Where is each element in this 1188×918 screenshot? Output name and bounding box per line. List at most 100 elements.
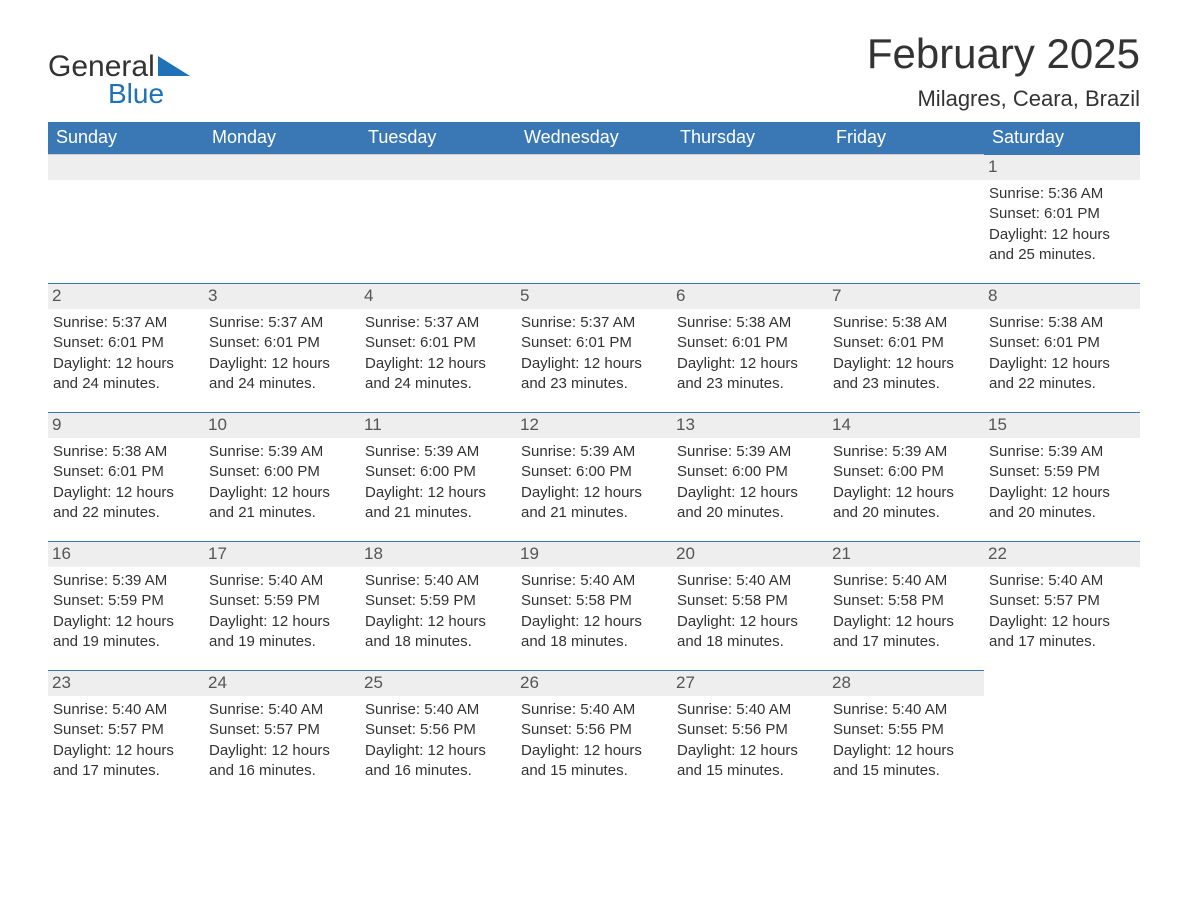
daylight-line: Daylight: 12 hours and 24 minutes. bbox=[365, 354, 510, 395]
sunset-line: Sunset: 5:56 PM bbox=[521, 720, 666, 740]
daylight-line: Daylight: 12 hours and 24 minutes. bbox=[209, 354, 354, 395]
sunset-line: Sunset: 5:57 PM bbox=[209, 720, 354, 740]
header: General Blue February 2025 Milagres, Cea… bbox=[48, 30, 1140, 112]
day-number: 23 bbox=[48, 670, 204, 696]
daylight-line: Daylight: 12 hours and 23 minutes. bbox=[521, 354, 666, 395]
daylight-line: Daylight: 12 hours and 16 minutes. bbox=[209, 741, 354, 782]
daylight-line: Daylight: 12 hours and 16 minutes. bbox=[365, 741, 510, 782]
sunset-line: Sunset: 5:58 PM bbox=[521, 591, 666, 611]
dow-cell: Friday bbox=[828, 122, 984, 154]
day-number: 7 bbox=[828, 283, 984, 309]
sunrise-line: Sunrise: 5:40 AM bbox=[53, 700, 198, 720]
day-number: 18 bbox=[360, 541, 516, 567]
day-cell: 17Sunrise: 5:40 AMSunset: 5:59 PMDayligh… bbox=[204, 541, 360, 652]
day-cell-blank bbox=[672, 154, 828, 265]
day-cell-blank bbox=[48, 154, 204, 265]
sunset-line: Sunset: 6:00 PM bbox=[365, 462, 510, 482]
day-info: Sunrise: 5:40 AMSunset: 5:58 PMDaylight:… bbox=[520, 571, 666, 652]
day-info: Sunrise: 5:38 AMSunset: 6:01 PMDaylight:… bbox=[52, 442, 198, 523]
daylight-line: Daylight: 12 hours and 19 minutes. bbox=[209, 612, 354, 653]
day-number: 5 bbox=[516, 283, 672, 309]
day-number: 27 bbox=[672, 670, 828, 696]
sunrise-line: Sunrise: 5:40 AM bbox=[365, 571, 510, 591]
sunrise-line: Sunrise: 5:40 AM bbox=[677, 571, 822, 591]
day-cell: 22Sunrise: 5:40 AMSunset: 5:57 PMDayligh… bbox=[984, 541, 1140, 652]
daylight-line: Daylight: 12 hours and 17 minutes. bbox=[833, 612, 978, 653]
sunset-line: Sunset: 5:55 PM bbox=[833, 720, 978, 740]
sunset-line: Sunset: 6:01 PM bbox=[521, 333, 666, 353]
day-cell: 26Sunrise: 5:40 AMSunset: 5:56 PMDayligh… bbox=[516, 670, 672, 781]
day-cell: 5 Sunrise: 5:37 AMSunset: 6:01 PMDaylight… bbox=[516, 283, 672, 394]
sunrise-line: Sunrise: 5:40 AM bbox=[365, 700, 510, 720]
daylight-line: Daylight: 12 hours and 17 minutes. bbox=[53, 741, 198, 782]
day-number: 22 bbox=[984, 541, 1140, 567]
sunset-line: Sunset: 6:00 PM bbox=[209, 462, 354, 482]
week-row: 1Sunrise: 5:36 AMSunset: 6:01 PMDaylight… bbox=[48, 154, 1140, 265]
sunrise-line: Sunrise: 5:38 AM bbox=[989, 313, 1134, 333]
day-number bbox=[204, 154, 360, 180]
daylight-line: Daylight: 12 hours and 22 minutes. bbox=[989, 354, 1134, 395]
day-info: Sunrise: 5:40 AMSunset: 5:59 PMDaylight:… bbox=[364, 571, 510, 652]
day-number: 6 bbox=[672, 283, 828, 309]
day-info: Sunrise: 5:36 AMSunset: 6:01 PMDaylight:… bbox=[988, 184, 1134, 265]
daylight-line: Daylight: 12 hours and 18 minutes. bbox=[365, 612, 510, 653]
day-cell: 9 Sunrise: 5:38 AMSunset: 6:01 PMDaylight… bbox=[48, 412, 204, 523]
day-cell-blank bbox=[204, 154, 360, 265]
sunrise-line: Sunrise: 5:37 AM bbox=[365, 313, 510, 333]
dow-cell: Tuesday bbox=[360, 122, 516, 154]
day-number: 3 bbox=[204, 283, 360, 309]
day-cell-blank bbox=[984, 670, 1140, 781]
sunset-line: Sunset: 6:01 PM bbox=[677, 333, 822, 353]
day-number: 10 bbox=[204, 412, 360, 438]
sunrise-line: Sunrise: 5:40 AM bbox=[209, 571, 354, 591]
day-number bbox=[360, 154, 516, 180]
dow-cell: Wednesday bbox=[516, 122, 672, 154]
sunrise-line: Sunrise: 5:37 AM bbox=[209, 313, 354, 333]
week-row: 16Sunrise: 5:39 AMSunset: 5:59 PMDayligh… bbox=[48, 541, 1140, 652]
weeks-container: 1Sunrise: 5:36 AMSunset: 6:01 PMDaylight… bbox=[48, 154, 1140, 781]
day-number: 9 bbox=[48, 412, 204, 438]
sunset-line: Sunset: 6:01 PM bbox=[833, 333, 978, 353]
daylight-line: Daylight: 12 hours and 21 minutes. bbox=[209, 483, 354, 524]
daylight-line: Daylight: 12 hours and 15 minutes. bbox=[833, 741, 978, 782]
sunrise-line: Sunrise: 5:39 AM bbox=[53, 571, 198, 591]
sunset-line: Sunset: 5:59 PM bbox=[989, 462, 1134, 482]
day-info: Sunrise: 5:39 AMSunset: 6:00 PMDaylight:… bbox=[676, 442, 822, 523]
day-cell: 7 Sunrise: 5:38 AMSunset: 6:01 PMDaylight… bbox=[828, 283, 984, 394]
day-info: Sunrise: 5:40 AMSunset: 5:56 PMDaylight:… bbox=[364, 700, 510, 781]
day-number: 13 bbox=[672, 412, 828, 438]
daylight-line: Daylight: 12 hours and 18 minutes. bbox=[521, 612, 666, 653]
day-number: 28 bbox=[828, 670, 984, 696]
sunrise-line: Sunrise: 5:38 AM bbox=[677, 313, 822, 333]
day-info: Sunrise: 5:38 AMSunset: 6:01 PMDaylight:… bbox=[832, 313, 978, 394]
title-block: February 2025 Milagres, Ceara, Brazil bbox=[867, 30, 1140, 112]
day-info: Sunrise: 5:40 AMSunset: 5:57 PMDaylight:… bbox=[52, 700, 198, 781]
sunrise-line: Sunrise: 5:39 AM bbox=[833, 442, 978, 462]
daylight-line: Daylight: 12 hours and 22 minutes. bbox=[53, 483, 198, 524]
sunset-line: Sunset: 5:58 PM bbox=[833, 591, 978, 611]
sunset-line: Sunset: 6:01 PM bbox=[209, 333, 354, 353]
sunrise-line: Sunrise: 5:40 AM bbox=[209, 700, 354, 720]
sunrise-line: Sunrise: 5:39 AM bbox=[365, 442, 510, 462]
day-cell: 3 Sunrise: 5:37 AMSunset: 6:01 PMDaylight… bbox=[204, 283, 360, 394]
day-cell: 11Sunrise: 5:39 AMSunset: 6:00 PMDayligh… bbox=[360, 412, 516, 523]
sunset-line: Sunset: 6:01 PM bbox=[989, 204, 1134, 224]
daylight-line: Daylight: 12 hours and 21 minutes. bbox=[521, 483, 666, 524]
day-number: 8 bbox=[984, 283, 1140, 309]
daylight-line: Daylight: 12 hours and 20 minutes. bbox=[677, 483, 822, 524]
day-number: 25 bbox=[360, 670, 516, 696]
day-info: Sunrise: 5:37 AMSunset: 6:01 PMDaylight:… bbox=[520, 313, 666, 394]
sunset-line: Sunset: 5:58 PM bbox=[677, 591, 822, 611]
sunset-line: Sunset: 5:57 PM bbox=[53, 720, 198, 740]
day-info: Sunrise: 5:39 AMSunset: 6:00 PMDaylight:… bbox=[364, 442, 510, 523]
day-cell: 10Sunrise: 5:39 AMSunset: 6:00 PMDayligh… bbox=[204, 412, 360, 523]
daylight-line: Daylight: 12 hours and 20 minutes. bbox=[989, 483, 1134, 524]
daylight-line: Daylight: 12 hours and 23 minutes. bbox=[677, 354, 822, 395]
sunrise-line: Sunrise: 5:40 AM bbox=[833, 571, 978, 591]
day-number: 4 bbox=[360, 283, 516, 309]
week-row: 2Sunrise: 5:37 AMSunset: 6:01 PMDaylight… bbox=[48, 283, 1140, 394]
sunset-line: Sunset: 6:00 PM bbox=[833, 462, 978, 482]
day-cell: 25 Sunrise: 5:40 AMSunset: 5:56 PMDayligh… bbox=[360, 670, 516, 781]
daylight-line: Daylight: 12 hours and 17 minutes. bbox=[989, 612, 1134, 653]
sunrise-line: Sunrise: 5:36 AM bbox=[989, 184, 1134, 204]
